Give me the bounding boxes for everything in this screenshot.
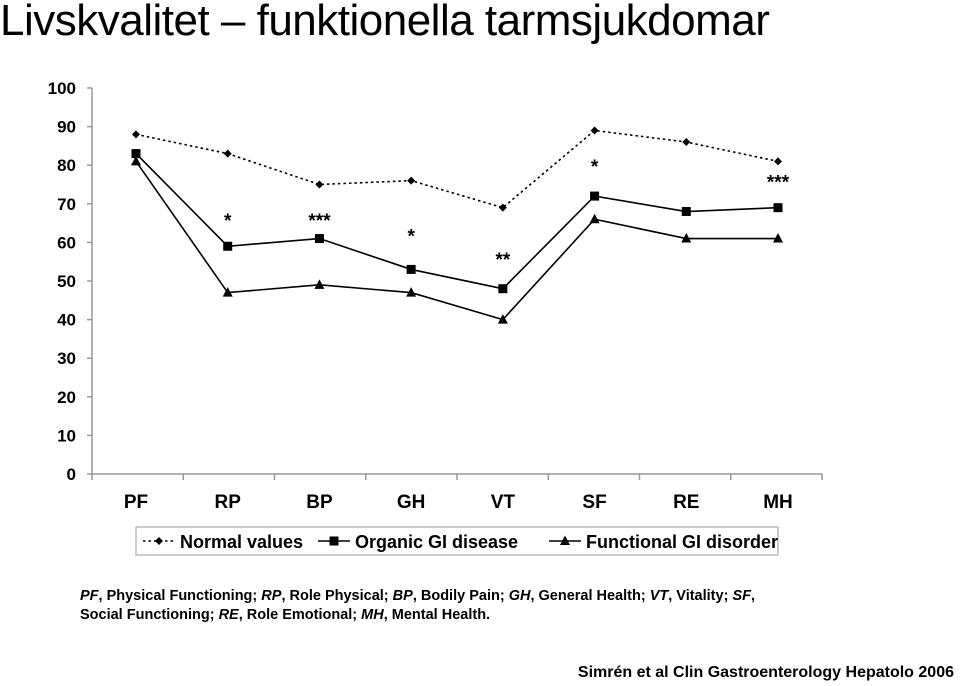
data-point-2-7 [773,233,783,243]
data-point-2-0 [131,155,141,166]
y-tick-label: 20 [57,388,76,407]
x-axis-ticks: PF RP BP GH VT SF RE MH [91,474,823,513]
abbreviation-definition: , Vitality; [668,588,733,604]
y-tick-label: 0 [67,465,76,484]
data-point-1-5 [590,191,600,201]
abbreviation-caption: PF, Physical Functioning; RP, Role Physi… [80,587,780,625]
significance-star: * [224,211,232,232]
y-tick-label: 10 [57,426,76,445]
x-tick-label: BP [306,492,333,513]
x-tick-label: RP [215,492,242,513]
data-point-2-3 [406,287,417,297]
y-tick-label: 80 [57,156,76,175]
x-tick-label: SF [582,492,606,513]
series-markers [131,126,783,324]
significance-star: * [591,157,599,178]
data-point-2-5 [589,213,600,224]
data-point-1-0 [131,149,141,159]
y-tick-label: 90 [57,118,76,137]
data-point-1-2 [314,234,324,244]
significance-star: *** [308,211,331,232]
chart-axes [91,88,822,475]
legend-label-0: Normal values [180,532,303,552]
legend-label-2: Functional GI disorder [586,532,778,552]
legend-marker-2 [560,535,570,545]
abbreviation: BP [392,588,413,604]
abbreviation: GH [508,588,531,604]
legend-marker-0 [155,537,163,545]
data-point-0-4 [498,203,507,212]
y-tick-label: 70 [57,195,76,214]
data-point-0-1 [223,149,232,158]
data-point-0-5 [590,126,599,135]
data-point-2-6 [681,233,692,243]
data-point-1-3 [406,264,416,274]
data-point-1-4 [498,284,508,294]
abbreviation-definition: , General Health; [530,588,650,604]
chart-legend: Normal values Organic GI disease Functiona… [135,526,779,556]
abbreviation: MH [361,607,384,623]
y-axis-ticks: 0 10 20 30 40 50 60 70 80 90 100 [48,79,92,484]
y-tick-label: 40 [57,311,76,330]
abbreviation-definition: , Role Physical; [281,588,393,604]
data-point-0-0 [132,130,140,139]
abbreviation-definition: , Bodily Pain; [412,588,509,604]
abbreviation: RP [261,588,282,604]
x-tick-label: PF [124,492,148,513]
legend-marker-1 [329,536,339,546]
significance-annotations: * ********** [224,157,790,271]
x-tick-label: MH [763,492,793,513]
data-point-0-7 [774,157,782,166]
data-point-0-6 [682,138,691,147]
data-point-0-3 [407,176,416,185]
data-point-2-2 [314,279,325,289]
page-title: Livskvalitet – funktionella tarmsjukdoma… [0,0,770,45]
abbreviation-definition: , Physical Functioning; [98,588,262,604]
y-tick-label: 30 [57,349,76,368]
y-tick-label: 60 [57,233,76,252]
series-lines [135,129,779,321]
abbreviation-definition: , Mental Health. [383,607,491,623]
abbreviation: RE [218,607,239,623]
significance-star: * [407,227,415,248]
significance-star: *** [767,173,790,194]
abbreviation: VT [649,588,669,604]
y-tick-label: 100 [48,79,76,98]
source-citation: Simrén et al Clin Gastroenterology Hepat… [577,664,954,681]
abbreviation: SF [732,588,751,604]
data-point-1-7 [773,203,783,213]
series-line-1 [135,153,779,290]
significance-star: ** [495,250,510,271]
data-point-1-6 [681,207,691,217]
abbreviation-definition: , Social Functioning; [80,588,755,623]
y-tick-label: 50 [57,272,76,291]
x-tick-label: RE [673,492,699,513]
series-line-2 [135,160,778,321]
data-point-1-1 [223,241,233,251]
data-point-2-1 [222,287,233,297]
data-point-2-4 [497,314,508,324]
series-line-0 [135,129,779,209]
abbreviation: PF [80,588,99,604]
legend-label-1: Organic GI disease [355,532,518,552]
legend-box [135,526,779,556]
data-point-0-2 [315,180,324,189]
x-tick-label: VT [491,492,516,513]
abbreviation-definition: , Role Emotional; [238,607,362,623]
x-tick-label: GH [397,492,426,513]
